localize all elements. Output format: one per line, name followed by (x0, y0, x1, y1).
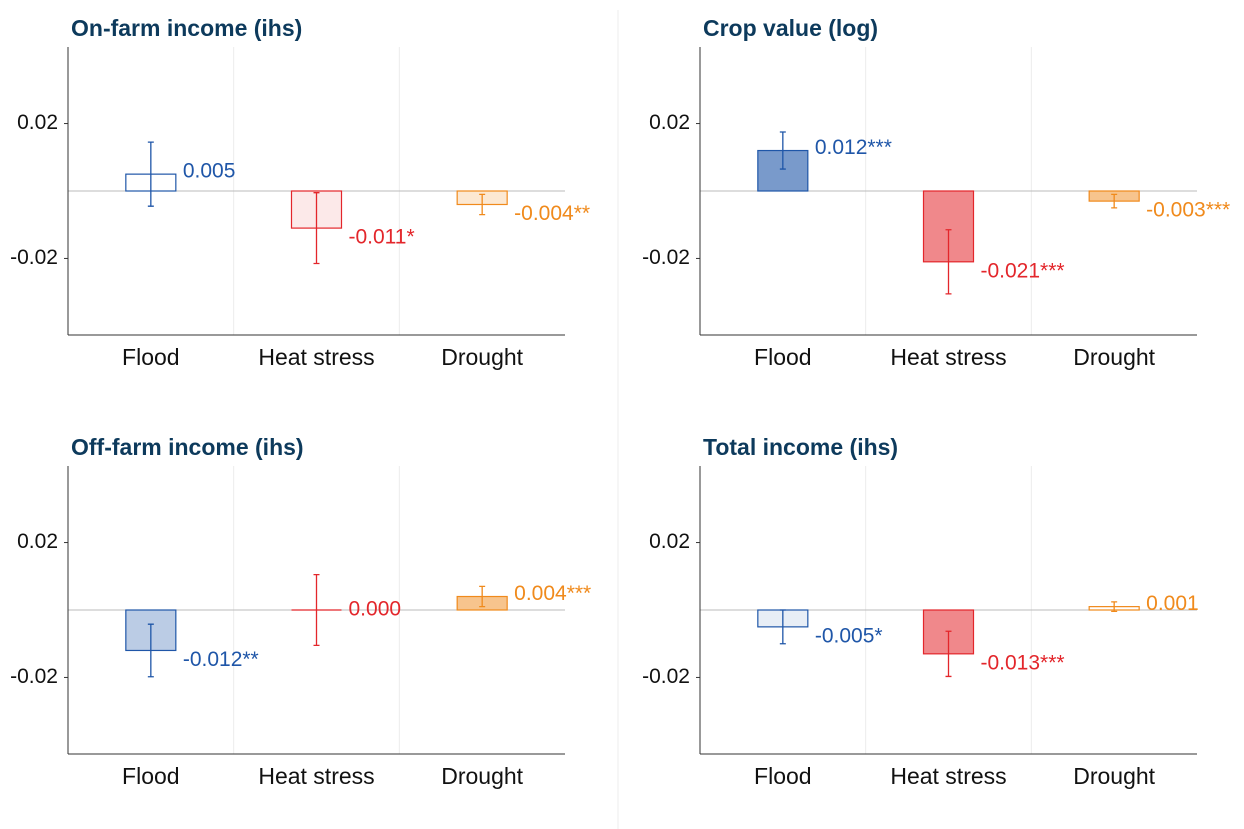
y-tick-label: -0.02 (642, 665, 690, 688)
error-bar (313, 192, 320, 265)
x-tick-label: Drought (1073, 344, 1155, 370)
y-tick-label: 0.02 (17, 111, 58, 134)
value-label: 0.005 (183, 160, 236, 183)
value-label: -0.013*** (981, 651, 1065, 674)
error-bar (1111, 193, 1118, 209)
y-tick-label: -0.02 (10, 665, 58, 688)
error-bar (147, 141, 154, 207)
error-bar (779, 131, 786, 170)
value-label: -0.012** (183, 648, 259, 671)
value-label: -0.005* (815, 624, 883, 647)
y-tick-label: 0.02 (17, 530, 58, 553)
value-label: 0.001 (1146, 592, 1199, 615)
x-tick-label: Drought (441, 763, 523, 789)
x-tick-label: Flood (754, 763, 812, 789)
panel-title: Total income (ihs) (703, 434, 898, 460)
panel-title: On-farm income (ihs) (71, 15, 302, 41)
value-label: 0.000 (349, 598, 402, 621)
x-tick-label: Drought (1073, 763, 1155, 789)
panel-title: Crop value (log) (703, 15, 878, 41)
error-bar (1111, 601, 1118, 612)
y-tick-label: 0.02 (649, 111, 690, 134)
value-label: 0.004*** (514, 582, 591, 605)
value-label: -0.003*** (1146, 199, 1230, 222)
value-label: -0.021*** (981, 259, 1065, 282)
y-tick-label: 0.02 (649, 530, 690, 553)
error-bar (945, 229, 952, 295)
x-tick-label: Flood (754, 344, 812, 370)
y-tick-label: -0.02 (642, 246, 690, 269)
value-label: 0.012*** (815, 136, 892, 159)
value-label: -0.011* (349, 226, 415, 249)
error-bar (945, 630, 952, 678)
panel-title: Off-farm income (ihs) (71, 434, 304, 460)
y-tick-label: -0.02 (10, 246, 58, 269)
x-tick-label: Heat stress (258, 344, 374, 370)
x-tick-label: Heat stress (258, 763, 374, 789)
error-bar (479, 193, 486, 216)
error-bar (147, 623, 154, 678)
x-tick-label: Drought (441, 344, 523, 370)
x-tick-label: Flood (122, 344, 180, 370)
error-bar (479, 585, 486, 608)
x-tick-label: Heat stress (890, 344, 1006, 370)
error-bar (313, 573, 320, 647)
x-tick-label: Flood (122, 763, 180, 789)
value-label: -0.004** (514, 202, 590, 225)
error-bar (779, 609, 786, 645)
x-tick-label: Heat stress (890, 763, 1006, 789)
